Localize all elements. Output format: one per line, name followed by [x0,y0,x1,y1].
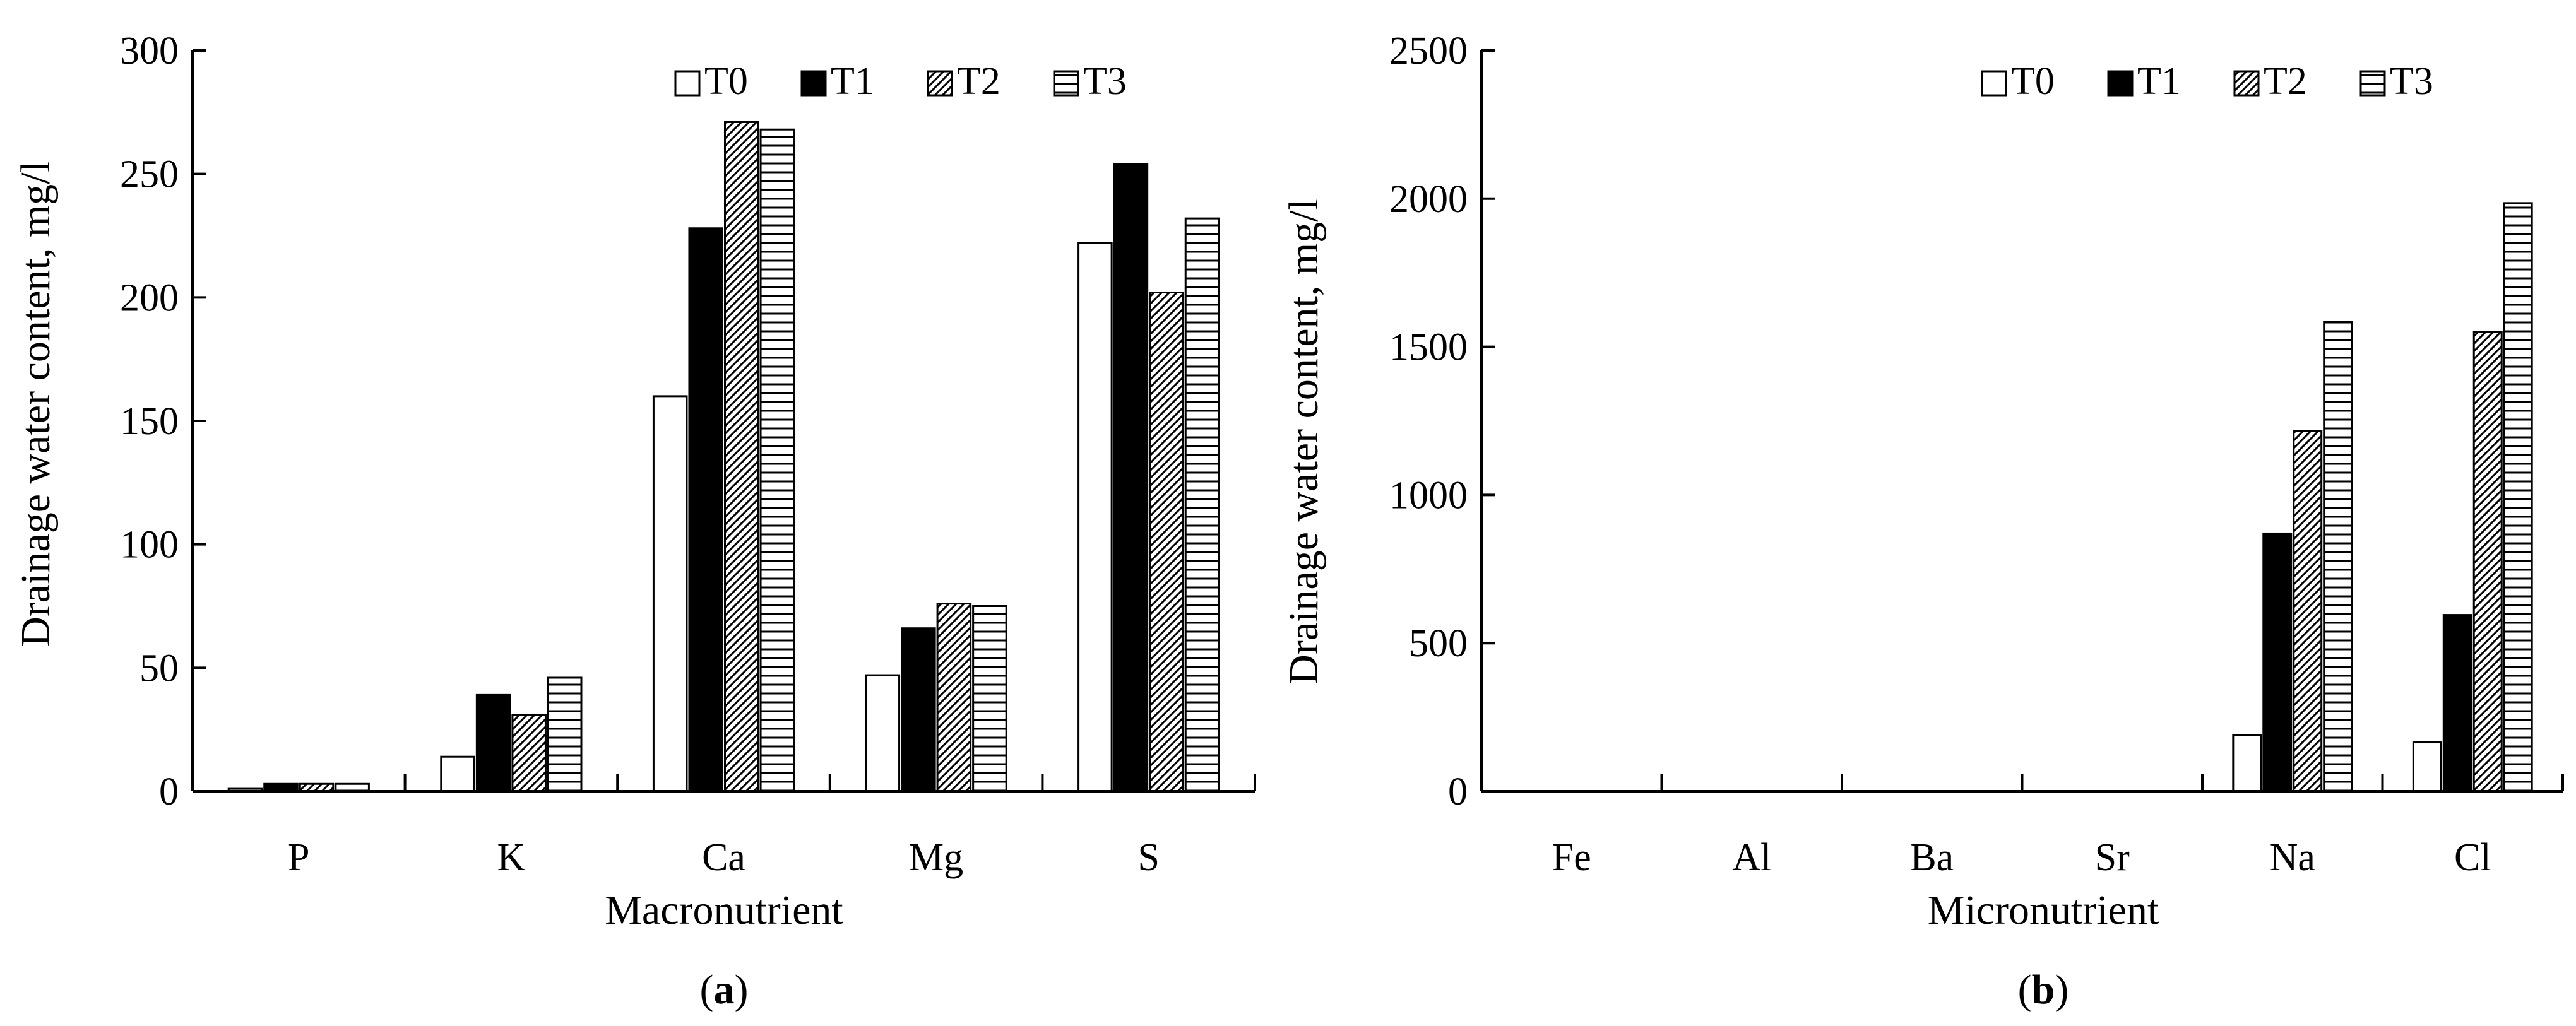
chart-panel-b: 0 500 1000 1500 2000 2500 Fe Al Ba Sr Na Cl Draina… [1281,30,2564,1013]
legend-swatch-t1 [800,70,827,97]
bar-t2-ca [724,121,759,793]
y-tick-label-200: 200 [120,276,179,319]
axes-a [191,49,1256,793]
legend-label-t0: T0 [704,60,748,103]
y-axis-title-a: Drainage water content, mg/l [13,161,59,647]
y-tick-labels-a: 0 50 100 150 200 250 300 [120,30,179,813]
x-tick-label-na: Na [2270,836,2315,879]
y-tick-labels-b: 0 500 1000 1500 2000 2500 [1389,30,1468,813]
legend-item-t1: T1 [2107,60,2181,103]
bar-t1-ca [688,227,723,793]
bars-group-a [227,121,1220,793]
legend-swatch-t3 [1053,70,1079,97]
legend-item-t2: T2 [2233,60,2307,103]
legend-item-t3: T3 [2359,60,2433,103]
legend-swatch-t0 [1981,70,2007,97]
bar-t1-na [2262,532,2293,793]
x-tick-label-p: P [288,836,309,879]
bar-t0-na [2232,734,2262,793]
bar-t3-s [1184,217,1220,793]
panel-letter-a: a [714,967,735,1013]
bar-t1-k [475,693,511,793]
legend-label-t0: T0 [2011,60,2055,103]
bar-t3-cl [2503,202,2533,793]
x-tick-label-k: K [497,836,526,879]
legend-swatch-t0 [674,70,701,97]
bar-t0-s [1077,242,1113,793]
y-tick-label-100: 100 [120,524,179,567]
bar-t2-s [1149,292,1184,793]
legend-item-t3: T3 [1053,60,1127,103]
x-tick-label-al: Al [1732,836,1771,879]
y-tick-label-1500: 1500 [1389,326,1468,369]
bar-t0-k [440,755,475,793]
legend-label-t3: T3 [1083,60,1127,103]
panel-label-a: (a) [700,967,749,1013]
x-tick-label-cl: Cl [2454,836,2491,879]
legend-item-t0: T0 [674,60,748,103]
chart-panel-a: 0 50 100 150 200 250 300 P K Ca Mg S Drainage wate… [13,30,1256,1013]
x-tick-label-ca: Ca [702,836,745,879]
bar-t3-mg [972,605,1007,793]
y-tick-label-250: 250 [120,153,179,196]
panel-letter-b: b [2032,967,2055,1013]
legend-a: T0 T1 T2 T3 [674,60,1127,103]
bars-group-b [2232,202,2533,793]
panel-label-b: (b) [2018,967,2069,1013]
legend-label-t1: T1 [831,60,874,103]
x-tick-labels-a: P K Ca Mg S [288,836,1160,879]
legend-swatch-t2 [927,70,953,97]
y-tick-label-500: 500 [1409,622,1468,665]
legend-label-t2: T2 [957,60,1000,103]
bar-t0-cl [2412,741,2442,793]
legend-swatch-t2 [2233,70,2260,97]
legend-label-t1: T1 [2137,60,2181,103]
legend-label-t3: T3 [2390,60,2433,103]
y-tick-label-50: 50 [139,647,179,690]
x-axis-title-a: Macronutrient [605,887,843,933]
y-tick-label-1000: 1000 [1389,474,1468,517]
bar-t3-ca [759,128,795,793]
y-tick-label-150: 150 [120,400,179,443]
bar-t1-mg [901,627,936,793]
legend-swatch-t3 [2359,70,2386,97]
x-tick-label-fe: Fe [1552,836,1591,879]
bar-t2-na [2293,430,2323,793]
y-tick-label-2500: 2500 [1389,30,1468,73]
y-axis-title-b: Drainage water content, mg/l [1281,199,1327,685]
bar-t0-ca [652,395,688,793]
x-tick-label-ba: Ba [1910,836,1954,879]
x-tick-label-s: S [1137,836,1159,879]
y-tick-label-0: 0 [159,770,179,813]
legend-item-t2: T2 [927,60,1000,103]
bar-t1-cl [2442,614,2472,793]
y-tick-label-2000: 2000 [1389,178,1468,221]
legend-swatch-t1 [2107,70,2134,97]
bar-t2-k [511,714,547,793]
x-tick-label-sr: Sr [2095,836,2130,879]
bar-t2-cl [2472,331,2503,793]
legend-b: T0 T1 T2 T3 [1981,60,2433,103]
bar-t0-mg [865,674,901,793]
x-tick-label-mg: Mg [909,836,963,879]
bar-t2-mg [936,603,972,793]
legend-item-t0: T0 [1981,60,2055,103]
bar-t3-k [547,676,583,793]
legend-item-t1: T1 [800,60,874,103]
y-tick-label-0: 0 [1448,770,1468,813]
x-tick-labels-b: Fe Al Ba Sr Na Cl [1552,836,2491,879]
bar-t1-s [1113,163,1149,793]
legend-label-t2: T2 [2264,60,2307,103]
x-axis-title-b: Micronutrient [1928,887,2159,933]
axes-b [1480,49,2564,793]
bar-t3-na [2323,321,2353,793]
y-tick-label-300: 300 [120,30,179,73]
